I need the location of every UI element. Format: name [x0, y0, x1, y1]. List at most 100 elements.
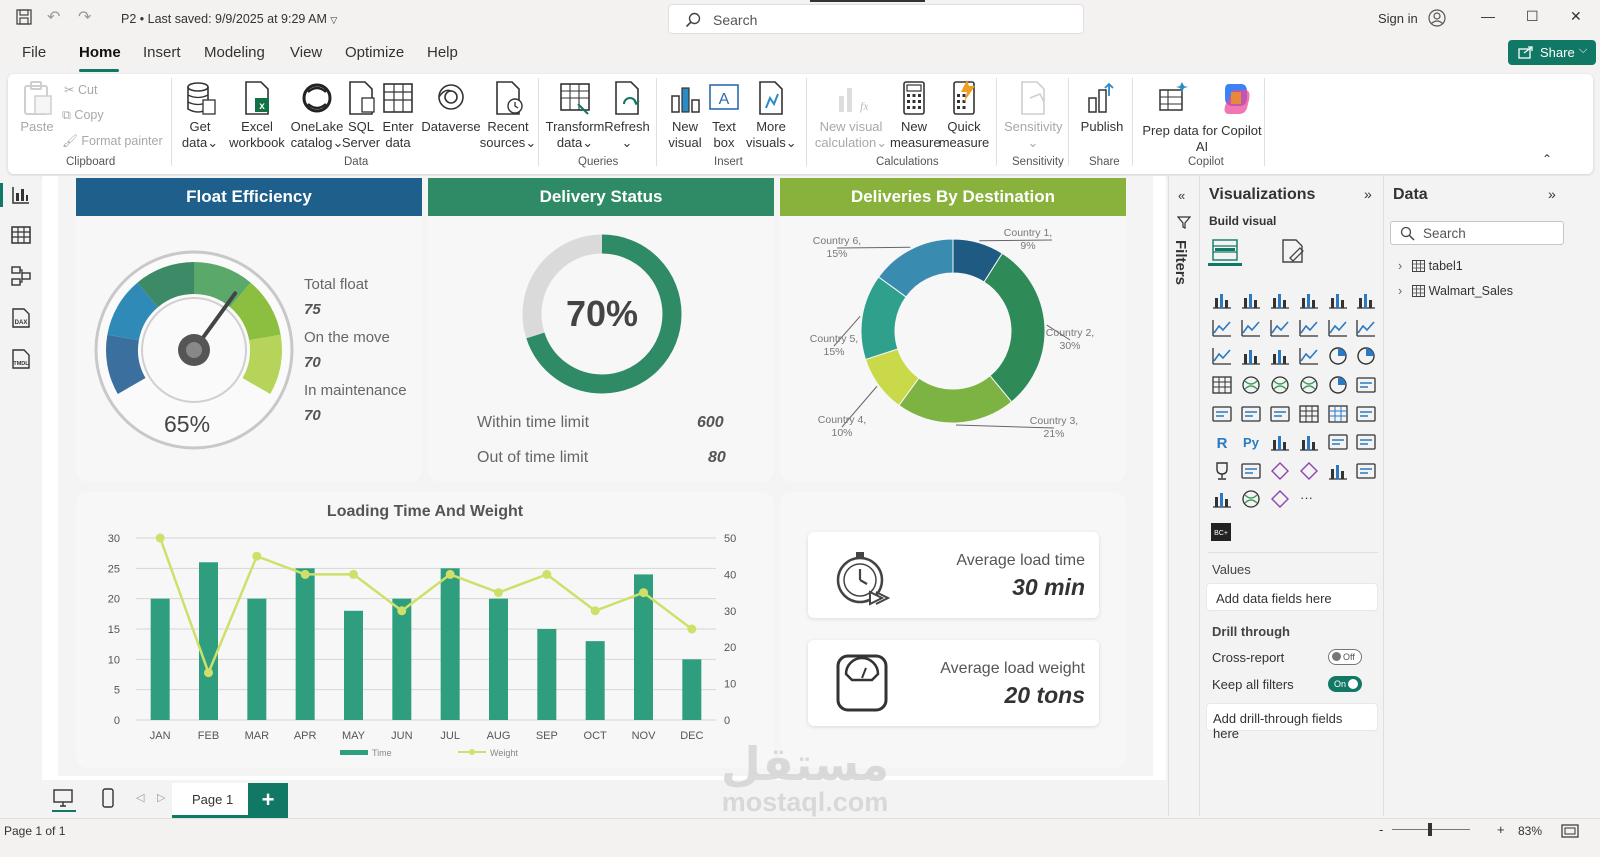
report-view-icon[interactable] [10, 184, 32, 206]
flow-icon[interactable] [1269, 489, 1291, 509]
line-clustered-column-icon[interactable] [1355, 318, 1377, 338]
image-visual-icon[interactable] [1355, 461, 1377, 481]
keep-filters-toggle[interactable]: On [1328, 676, 1362, 692]
dataverse-button[interactable]: Dataverse [418, 80, 484, 135]
treemap-icon[interactable] [1211, 375, 1233, 395]
filled-map-icon[interactable] [1269, 375, 1291, 395]
waterfall-chart-icon[interactable] [1240, 346, 1262, 366]
clustered-column-chart-icon[interactable] [1298, 290, 1320, 310]
menu-home[interactable]: Home [79, 44, 121, 61]
copilot-button[interactable] [1216, 80, 1256, 119]
time-bar[interactable] [634, 574, 653, 720]
clustered-bar-chart-icon[interactable] [1269, 290, 1291, 310]
quick-measure-button[interactable]: Quick measure [938, 80, 990, 151]
map-icon[interactable] [1240, 375, 1262, 395]
format-painter-button[interactable]: 🖌 Format painter [62, 134, 163, 149]
cross-report-toggle[interactable]: Off [1328, 649, 1362, 665]
100-area-chart-icon[interactable] [1298, 318, 1320, 338]
delivery-status-card[interactable] [428, 178, 774, 482]
donut-chart-icon[interactable] [1355, 346, 1377, 366]
expand-viz-icon[interactable]: » [1364, 186, 1372, 202]
account-icon[interactable] [1428, 9, 1446, 27]
weight-point[interactable] [542, 569, 552, 579]
time-bar[interactable] [682, 659, 702, 720]
values-well[interactable]: Add data fields here [1206, 583, 1378, 611]
stacked-column-chart-icon[interactable] [1240, 290, 1262, 310]
more-visuals-button[interactable]: More visuals⌄ [746, 80, 797, 151]
menu-modeling[interactable]: Modeling [204, 44, 265, 61]
build-visual-tab[interactable] [1208, 234, 1242, 266]
new-measure-button[interactable]: New measure [890, 80, 941, 151]
next-page-icon[interactable]: ▷ [157, 792, 166, 804]
funnel-chart-icon[interactable] [1269, 346, 1291, 366]
more-visuals-icon[interactable]: ··· [1300, 490, 1313, 505]
text-box-button[interactable]: A Text box [706, 80, 742, 151]
time-bar[interactable] [392, 598, 412, 720]
decomposition-tree-icon[interactable] [1298, 432, 1320, 452]
refresh-button[interactable]: Refresh ⌄ [604, 80, 650, 151]
get-data-button[interactable]: Get data⌄ [178, 80, 222, 151]
table-view-icon[interactable] [10, 224, 32, 246]
dax-query-icon[interactable]: DAX [10, 307, 32, 329]
custom-visual-icon[interactable]: BC+ [1210, 522, 1232, 542]
zoom-out-icon[interactable]: - [1379, 822, 1384, 837]
excel-button[interactable]: x Excel workbook [227, 80, 287, 151]
undo-icon[interactable]: ↶ [47, 9, 61, 26]
menu-help[interactable]: Help [427, 44, 458, 61]
zoom-in-icon[interactable]: + [1497, 822, 1505, 837]
menu-file[interactable]: File [22, 44, 47, 61]
weight-point[interactable] [445, 569, 455, 579]
weight-point[interactable] [204, 668, 213, 678]
enter-data-button[interactable]: Enter data [380, 80, 416, 151]
line-column-chart-icon[interactable] [1327, 318, 1349, 338]
destination-donut[interactable]: Country 1,9% Country 2,30% Country 3,21% Co… [780, 218, 1126, 478]
slicer-icon[interactable] [1269, 404, 1291, 424]
pie-chart-icon[interactable] [1327, 346, 1349, 366]
sensitivity-button[interactable]: Sensitivity ⌄ [1004, 80, 1063, 151]
100-column-chart-icon[interactable] [1355, 290, 1377, 310]
weight-point[interactable] [494, 588, 503, 598]
tmdl-view-icon[interactable]: TMDL [10, 348, 32, 370]
time-bar[interactable] [537, 629, 557, 720]
prep-data-copilot-button[interactable] [1138, 80, 1208, 119]
delivery-donut[interactable] [518, 230, 686, 398]
100-bar-chart-icon[interactable] [1327, 290, 1349, 310]
menu-insert[interactable]: Insert [143, 44, 181, 61]
area-chart-icon[interactable] [1240, 318, 1262, 338]
menu-optimize[interactable]: Optimize [345, 44, 405, 61]
power-apps-icon[interactable] [1269, 461, 1291, 481]
format-visual-icon[interactable] [1280, 238, 1306, 264]
desktop-layout-icon[interactable] [52, 788, 74, 808]
matrix-icon[interactable] [1327, 404, 1349, 424]
weight-point[interactable] [252, 551, 262, 561]
paginated-report-icon[interactable] [1355, 432, 1377, 452]
weight-point[interactable] [300, 569, 310, 579]
filters-label[interactable]: Filters [1172, 240, 1189, 286]
arcgis-icon[interactable] [1240, 489, 1262, 509]
azure-map-icon[interactable] [1298, 375, 1320, 395]
expand-data-icon[interactable]: » [1548, 186, 1556, 202]
model-view-icon[interactable] [10, 265, 32, 287]
line-chart-icon[interactable] [1211, 318, 1233, 338]
maximize-icon[interactable]: ☐ [1526, 8, 1539, 24]
power-automate-icon[interactable] [1298, 461, 1320, 481]
card-icon[interactable] [1355, 375, 1377, 395]
weight-point[interactable] [687, 624, 697, 634]
recent-sources-button[interactable]: Recent sources⌄ [478, 80, 538, 151]
qa-visual-icon[interactable] [1327, 432, 1349, 452]
copy-button[interactable]: ⧉ Copy [62, 108, 104, 123]
save-icon[interactable] [16, 9, 32, 30]
time-bar[interactable] [247, 598, 267, 720]
python-visual-icon[interactable]: Py [1240, 432, 1262, 452]
onelake-button[interactable]: OneLake catalog⌄ [286, 80, 348, 151]
zoom-slider-thumb[interactable] [1428, 823, 1432, 836]
close-icon[interactable]: ✕ [1570, 8, 1582, 24]
kpi-icon[interactable] [1240, 404, 1262, 424]
time-bar[interactable] [489, 598, 508, 720]
collapse-filters-icon[interactable]: « [1178, 188, 1186, 203]
float-gauge[interactable] [90, 246, 298, 458]
page-tab-1[interactable]: Page 1 [172, 783, 248, 818]
collapse-ribbon-icon[interactable]: ⌃ [1542, 152, 1553, 166]
key-influencers-icon[interactable] [1269, 432, 1291, 452]
weight-point[interactable] [349, 569, 358, 579]
